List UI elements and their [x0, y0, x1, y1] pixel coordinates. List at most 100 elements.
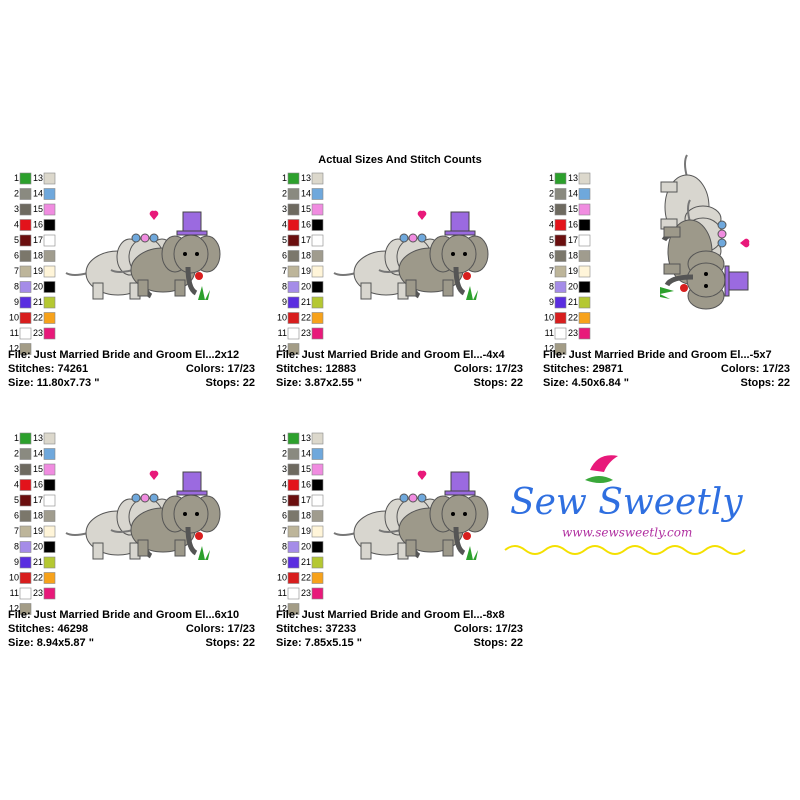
- elephant-head: [173, 494, 209, 534]
- color-number: 6: [14, 510, 19, 520]
- flower: [717, 238, 727, 248]
- color-number: 18: [568, 250, 578, 260]
- color-number: 12: [277, 603, 287, 613]
- elephant-trunk: [453, 266, 466, 296]
- color-swatch: [311, 525, 324, 538]
- eye: [451, 512, 455, 516]
- color-number: 23: [33, 328, 43, 338]
- color-swatch: [311, 587, 324, 600]
- color-number: 4: [14, 219, 19, 229]
- heart: [417, 470, 427, 480]
- flower: [140, 493, 150, 503]
- color-swatch: [43, 448, 56, 460]
- color-number: 21: [301, 297, 311, 307]
- color-number: 6: [282, 510, 287, 520]
- trunk-tail: [65, 272, 89, 276]
- color-swatch: [578, 327, 591, 340]
- color-number: 3: [549, 204, 554, 214]
- color-number: 18: [301, 250, 311, 260]
- color-number: 17: [33, 495, 43, 505]
- color-swatch: [19, 556, 32, 569]
- size: Size: 4.50x6.84 ": [543, 377, 629, 389]
- color-number: 11: [278, 328, 287, 338]
- color-swatch: [19, 572, 32, 584]
- color-swatch: [311, 188, 324, 200]
- hat: [450, 471, 470, 493]
- color-swatch: [554, 188, 567, 200]
- color-number: 19: [301, 266, 311, 276]
- color-number: 14: [33, 188, 43, 198]
- color-number: 14: [301, 188, 311, 198]
- color-swatch: [554, 219, 567, 231]
- trunk-tail: [333, 272, 357, 276]
- color-swatch: [287, 463, 300, 476]
- color-swatch: [43, 265, 56, 278]
- color-number: 21: [33, 557, 43, 567]
- bow-tie: [195, 532, 203, 540]
- color-number: 12: [277, 343, 287, 353]
- color-swatch: [311, 479, 324, 491]
- elephant-leg: [137, 279, 149, 297]
- grass: [198, 286, 210, 300]
- color-number: 22: [301, 312, 311, 322]
- color-number: 20: [33, 281, 43, 291]
- color-swatch: [287, 556, 300, 569]
- eye: [183, 512, 187, 516]
- flower: [717, 229, 727, 239]
- eye: [704, 272, 708, 276]
- stitches: Stitches: 37233: [276, 623, 356, 635]
- color-swatch: [19, 312, 32, 324]
- color-number: 14: [301, 448, 311, 458]
- color-swatch: [578, 219, 591, 231]
- color-swatch: [19, 250, 32, 262]
- color-number: 8: [282, 281, 287, 291]
- color-number: 11: [278, 588, 287, 598]
- color-number: 18: [301, 510, 311, 520]
- color-number: 4: [549, 219, 554, 229]
- color-swatch: [287, 343, 300, 355]
- color-number: 22: [301, 572, 311, 582]
- color-swatch: [19, 448, 32, 460]
- hat-brim: [176, 230, 208, 236]
- hat-brim: [176, 490, 208, 496]
- color-number: 23: [301, 588, 311, 598]
- color-swatch: [578, 265, 591, 278]
- color-number: 4: [282, 479, 287, 489]
- color-number: 10: [544, 312, 554, 322]
- color-swatch: [287, 250, 300, 262]
- color-number: 4: [282, 219, 287, 229]
- color-number: 20: [33, 541, 43, 551]
- color-number: 15: [301, 464, 311, 474]
- color-number: 8: [14, 541, 19, 551]
- color-number: 7: [282, 526, 287, 536]
- color-swatch: [578, 203, 591, 216]
- color-number: 15: [301, 204, 311, 214]
- color-number: 23: [33, 588, 43, 598]
- color-swatch: [554, 343, 567, 355]
- hat: [182, 471, 202, 493]
- color-swatch: [43, 463, 56, 476]
- color-number: 23: [301, 328, 311, 338]
- color-number: 3: [14, 464, 19, 474]
- color-swatch: [554, 172, 567, 185]
- color-swatch: [578, 296, 591, 309]
- color-number: 11: [10, 328, 19, 338]
- color-swatch: [43, 556, 56, 569]
- color-swatch: [311, 265, 324, 278]
- color-swatch: [311, 234, 324, 247]
- logo: Sew Sweetly www.sewsweetly.com: [504, 455, 746, 555]
- elephant-trunk: [185, 526, 198, 556]
- color-number: 2: [14, 448, 19, 458]
- title: Actual Sizes And Stitch Counts: [318, 154, 481, 166]
- color-swatch: [311, 494, 324, 507]
- color-number: 23: [568, 328, 578, 338]
- grass: [466, 286, 478, 300]
- hat: [450, 211, 470, 233]
- eye: [704, 284, 708, 288]
- color-swatch: [287, 296, 300, 309]
- color-swatch: [578, 234, 591, 247]
- flower: [131, 233, 141, 243]
- color-swatch: [43, 479, 56, 491]
- color-number: 21: [33, 297, 43, 307]
